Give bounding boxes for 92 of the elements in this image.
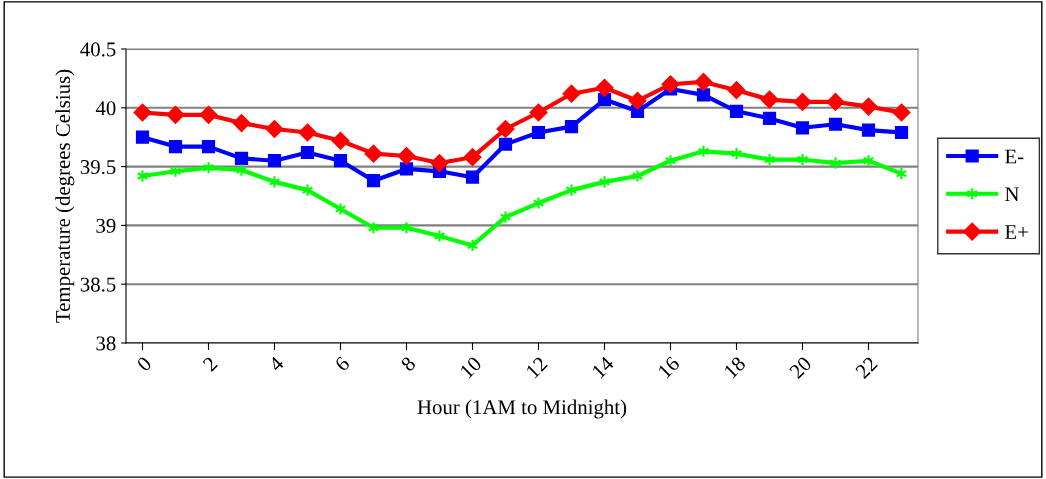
point — [763, 152, 776, 167]
point — [168, 140, 183, 154]
point — [562, 84, 581, 103]
point — [465, 170, 480, 184]
point — [169, 164, 182, 178]
point — [499, 210, 512, 224]
point — [696, 88, 711, 102]
point — [628, 91, 647, 110]
point — [331, 131, 350, 150]
point — [397, 147, 416, 165]
point — [235, 163, 248, 177]
point — [199, 105, 218, 124]
legend-label: E+ — [1005, 225, 1028, 239]
point — [364, 144, 383, 163]
point — [400, 221, 413, 235]
y-tick-label: 39.5 — [80, 160, 116, 175]
point — [234, 151, 249, 165]
x-tick-label: 4 — [267, 355, 285, 373]
point — [399, 162, 414, 176]
legend-label: N — [1005, 187, 1020, 202]
x-tick-label: 8 — [400, 355, 417, 372]
x-tick-label: 6 — [334, 355, 351, 372]
y-tick-label: 38.5 — [80, 277, 116, 292]
point — [597, 92, 612, 107]
point — [463, 148, 482, 167]
y-tick-label: 38 — [96, 336, 116, 351]
legend-label: E- — [1005, 149, 1024, 164]
point — [762, 111, 777, 125]
point — [334, 202, 347, 216]
point — [333, 154, 348, 168]
y-tick-label: 40.5 — [80, 42, 116, 57]
point — [631, 169, 644, 183]
point — [267, 154, 282, 168]
point — [366, 174, 381, 188]
x-tick-label: 12 — [525, 356, 548, 379]
point — [532, 196, 545, 210]
x-tick-label: 2 — [202, 356, 218, 372]
x-tick-label: 14 — [591, 355, 615, 379]
point — [430, 154, 449, 172]
x-tick-label: 0 — [136, 355, 153, 372]
point — [565, 183, 578, 197]
point — [694, 73, 713, 91]
point — [301, 183, 314, 197]
point — [265, 120, 284, 138]
point — [795, 121, 810, 135]
point — [598, 175, 611, 189]
point — [796, 152, 809, 167]
point — [760, 90, 779, 109]
point — [268, 175, 281, 189]
point — [531, 125, 546, 140]
point — [133, 103, 152, 122]
point — [859, 97, 878, 116]
point — [894, 125, 909, 140]
point — [367, 221, 380, 235]
y-axis-title: Temperature (degrees Celsius) — [55, 69, 75, 323]
point — [136, 169, 149, 183]
point — [826, 93, 845, 111]
point — [201, 140, 216, 154]
point — [466, 238, 479, 252]
point — [498, 137, 513, 151]
point — [529, 103, 548, 122]
point — [496, 120, 515, 138]
point — [202, 161, 215, 175]
point — [300, 145, 315, 160]
x-tick-label: 22 — [854, 356, 878, 380]
point — [697, 144, 710, 158]
point — [895, 167, 908, 181]
point — [232, 114, 251, 132]
point — [793, 93, 812, 111]
point — [730, 147, 743, 161]
x-tick-label: 16 — [657, 355, 681, 379]
x-tick-label: 20 — [788, 355, 813, 380]
x-tick-label: 10 — [459, 355, 483, 379]
point — [564, 120, 579, 134]
point — [829, 156, 842, 170]
x-axis-title: Hour (1AM to Midnight) — [417, 399, 627, 419]
point — [892, 103, 911, 122]
point — [298, 123, 317, 142]
point — [862, 154, 875, 168]
point — [661, 75, 680, 94]
point — [664, 154, 677, 168]
point — [595, 78, 614, 97]
y-tick-label: 39 — [96, 218, 116, 233]
point — [433, 229, 446, 243]
point — [861, 123, 876, 137]
y-tick-label: 40 — [95, 101, 116, 116]
point — [727, 81, 746, 100]
point — [166, 105, 185, 124]
point — [828, 117, 843, 131]
x-tick-label: 18 — [723, 355, 747, 379]
point — [729, 104, 744, 118]
point — [135, 130, 150, 144]
